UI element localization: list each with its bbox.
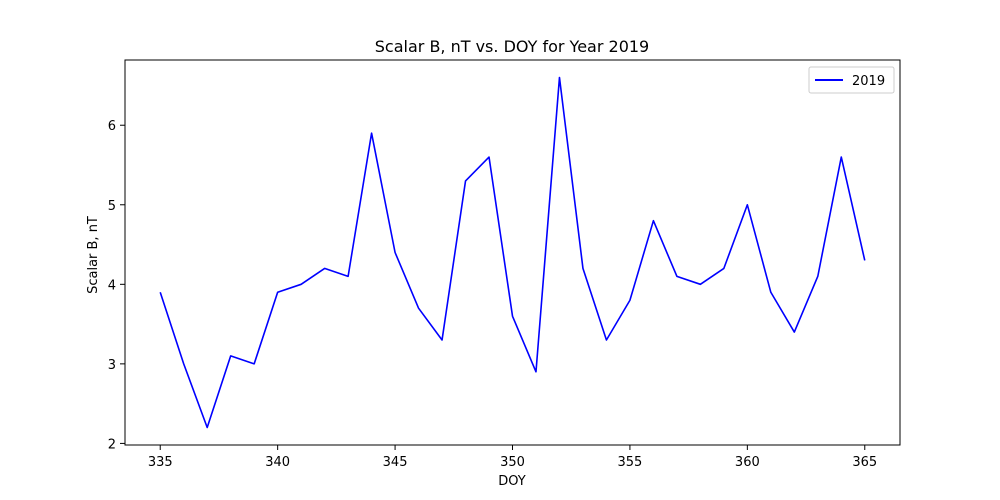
x-tick-label: 365 — [852, 455, 877, 470]
y-tick-label: 2 — [108, 437, 116, 452]
series-line-2019 — [159, 76, 866, 429]
x-tick-label: 345 — [383, 455, 408, 470]
x-tick-label: 355 — [618, 455, 643, 470]
y-tick-label: 6 — [108, 119, 116, 134]
x-axis: 335 340 345 350 355 360 365 — [148, 445, 877, 470]
series-layer — [159, 76, 866, 429]
y-tick-label: 5 — [108, 199, 116, 214]
x-tick-label: 340 — [265, 455, 290, 470]
x-tick-label: 350 — [500, 455, 525, 470]
y-axis-label: Scalar B, nT — [86, 216, 101, 294]
x-tick-label: 335 — [148, 455, 173, 470]
legend-box — [808, 66, 895, 94]
x-axis-label: DOY — [498, 474, 526, 489]
plot-area — [124, 59, 901, 446]
legend: 2019 — [808, 66, 895, 94]
x-tick-label: 360 — [735, 455, 760, 470]
y-tick-label: 3 — [108, 358, 116, 373]
y-tick-label: 4 — [108, 278, 116, 293]
legend-label-2019: 2019 — [852, 74, 885, 89]
chart-title: Scalar B, nT vs. DOY for Year 2019 — [375, 37, 649, 56]
y-axis: 2 3 4 5 6 — [108, 119, 125, 452]
